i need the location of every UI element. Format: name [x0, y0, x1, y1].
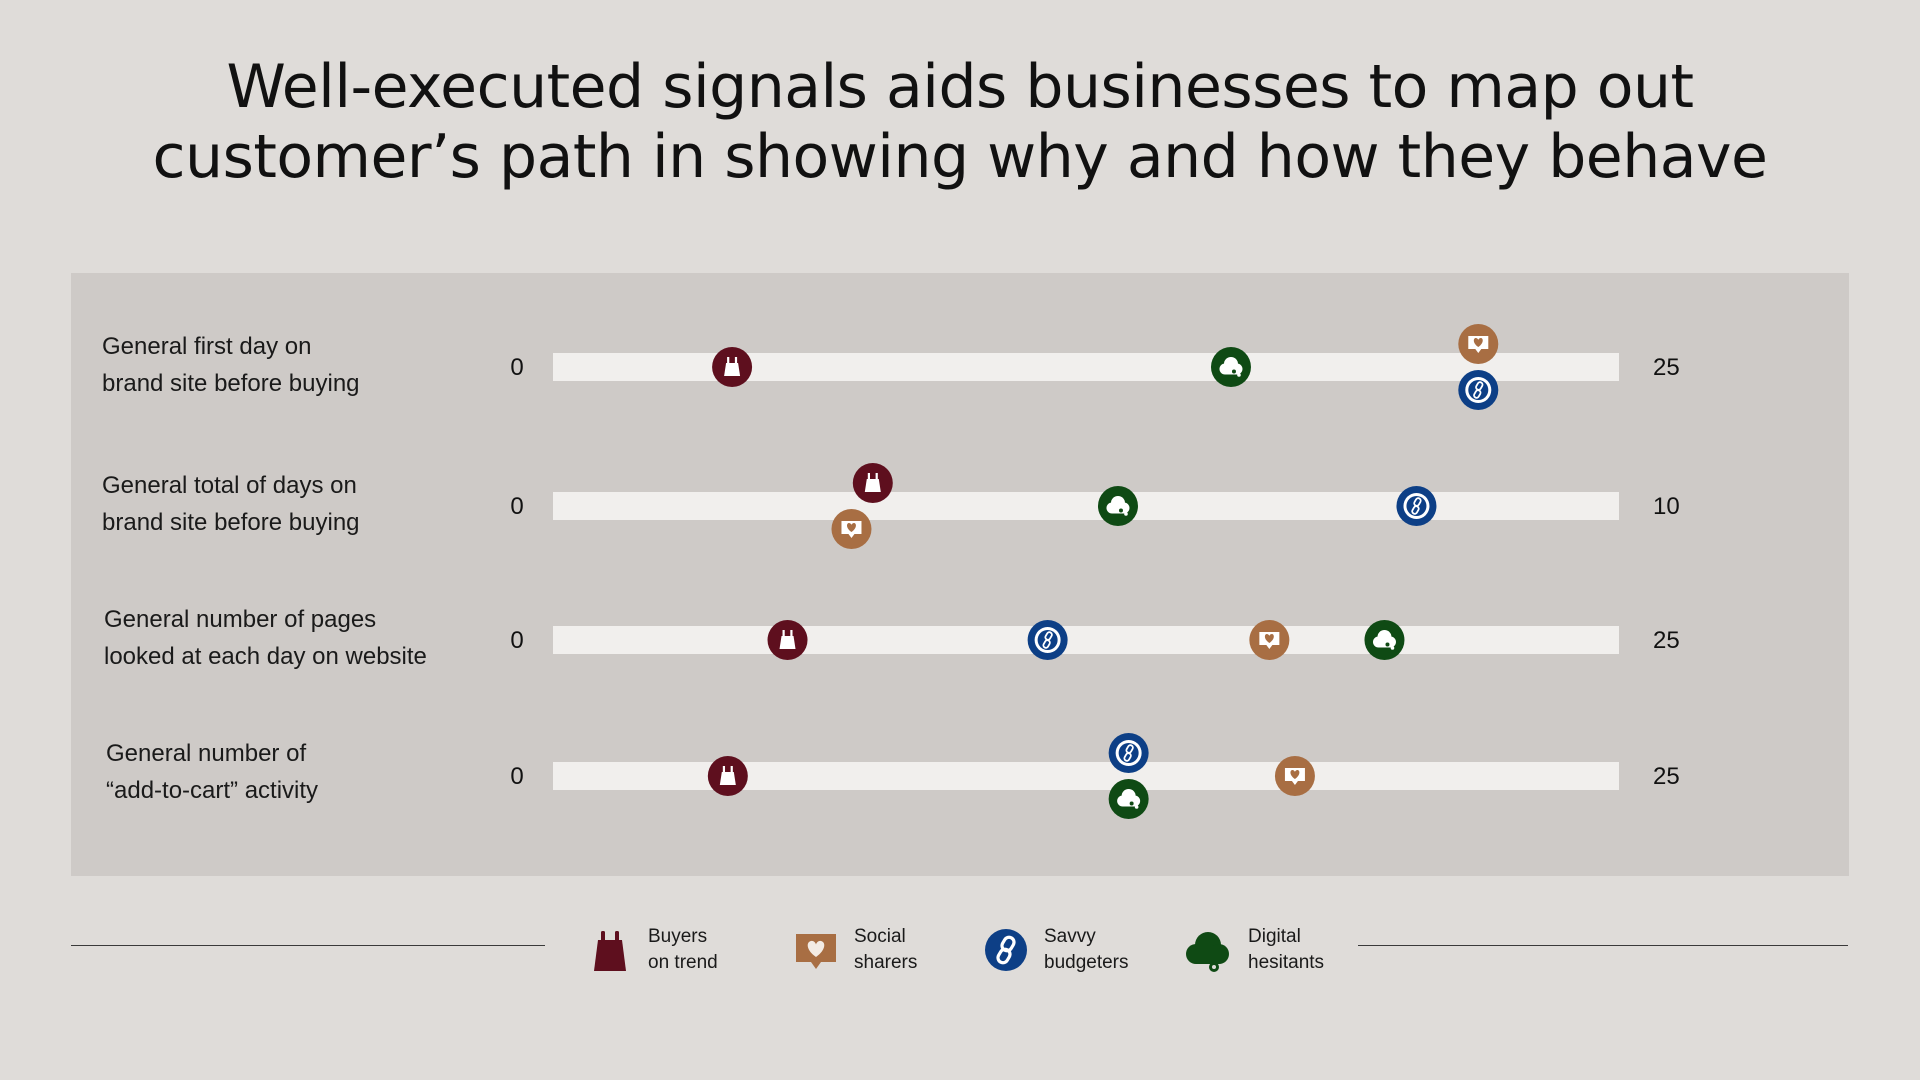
- row-label-first-day: General first day on brand site before b…: [102, 328, 360, 402]
- data-point-social-sharers: [1249, 620, 1290, 660]
- row-max-label: 10: [1653, 493, 1680, 520]
- row-label-line-1: General total of days on: [102, 472, 357, 499]
- chain-link-icon: [1403, 493, 1430, 519]
- chart-row: 0 25: [510, 620, 1680, 660]
- legend-label-line-1: Buyers: [648, 926, 708, 947]
- page-title: Well-executed signals aids businesses to…: [60, 52, 1860, 192]
- data-point-social-sharers: [831, 509, 872, 549]
- shopping-bag-icon: [864, 473, 881, 492]
- row-label-line-2: looked at each day on website: [104, 643, 427, 670]
- thought-cloud-icon: [1106, 496, 1130, 516]
- row-min-label: 0: [510, 763, 523, 790]
- chart-plot-area: 0 25 0 10 0 25 0 25: [510, 324, 1680, 819]
- chain-link-icon: [985, 929, 1027, 971]
- legend-item-digital-hesitants: Digital hesitants: [1180, 922, 1324, 978]
- data-point-savvy-budgeters: [1027, 620, 1068, 660]
- data-point-digital-hesitants: [1364, 620, 1405, 660]
- heart-message-icon: [1468, 336, 1489, 353]
- row-max-label: 25: [1653, 354, 1680, 381]
- data-point-buyers-on-trend: [767, 620, 808, 660]
- thought-cloud-icon: [1219, 357, 1243, 377]
- legend-label-line-1: Social: [854, 926, 906, 947]
- data-point-digital-hesitants: [1210, 347, 1251, 387]
- shopping-bag-icon: [724, 357, 741, 376]
- row-label-pages-per-day: General number of pages looked at each d…: [104, 601, 427, 675]
- heart-message-icon: [1259, 632, 1280, 649]
- legend-label-line-1: Savvy: [1044, 926, 1096, 947]
- row-label-line-1: General number of: [106, 740, 307, 767]
- page-title-line-1: Well-executed signals aids businesses to…: [226, 52, 1694, 122]
- row-label-line-1: General first day on: [102, 333, 312, 360]
- shopping-bag-icon: [719, 766, 736, 785]
- row-track: [553, 492, 1619, 520]
- row-min-label: 0: [510, 354, 523, 381]
- heart-message-icon: [1284, 768, 1305, 785]
- legend-label-line-2: budgeters: [1044, 952, 1129, 973]
- data-point-savvy-budgeters: [1458, 370, 1499, 410]
- data-point-social-sharers: [1274, 756, 1315, 796]
- data-point-savvy-budgeters: [1396, 486, 1437, 526]
- chain-link-icon: [1465, 377, 1492, 403]
- legend-item-buyers-on-trend: Buyers on trend: [586, 922, 718, 978]
- page-title-line-2: customer’s path in showing why and how t…: [152, 122, 1768, 192]
- row-label-line-2: “add-to-cart” activity: [106, 777, 319, 804]
- row-label-line-1: General number of pages: [104, 606, 377, 633]
- heart-message-icon: [841, 521, 862, 538]
- row-max-label: 25: [1653, 627, 1680, 654]
- row-min-label: 0: [510, 493, 523, 520]
- data-point-digital-hesitants: [1097, 486, 1138, 526]
- chain-link-icon: [1115, 740, 1142, 766]
- data-point-digital-hesitants: [1108, 779, 1149, 819]
- row-track: [553, 626, 1619, 654]
- legend-label-line-1: Digital: [1248, 926, 1301, 947]
- data-point-savvy-budgeters: [1108, 733, 1149, 773]
- data-point-buyers-on-trend: [712, 347, 753, 387]
- legend-item-social-sharers: Social sharers: [792, 922, 917, 978]
- legend-label-line-2: sharers: [854, 952, 918, 973]
- row-label-line-2: brand site before buying: [102, 370, 360, 397]
- shopping-bag-icon: [779, 630, 796, 649]
- data-point-social-sharers: [1458, 324, 1499, 364]
- chain-link-icon: [1034, 627, 1061, 653]
- data-point-buyers-on-trend: [852, 463, 893, 503]
- legend-label-line-2: on trend: [648, 952, 718, 973]
- legend-label-line-2: hesitants: [1248, 952, 1325, 973]
- heart-message-icon: [796, 934, 836, 969]
- chart-panel: 0 25 0 10 0 25 0 25 General first day on brand …: [71, 273, 1849, 876]
- chart-row: 0 10: [510, 463, 1680, 549]
- thought-cloud-icon: [1372, 630, 1396, 650]
- chart-row: 0 25: [510, 733, 1680, 819]
- data-point-buyers-on-trend: [707, 756, 748, 796]
- row-min-label: 0: [510, 627, 523, 654]
- row-max-label: 25: [1653, 763, 1680, 790]
- shopping-bag-icon: [594, 931, 626, 971]
- row-label-total-days: General total of days on brand site befo…: [102, 467, 360, 541]
- thought-cloud-icon: [1186, 932, 1229, 972]
- chart-row: 0 25: [510, 324, 1680, 410]
- row-label-line-2: brand site before buying: [102, 509, 360, 536]
- legend-item-savvy-budgeters: Savvy budgeters: [982, 922, 1129, 978]
- row-label-add-to-cart: General number of “add-to-cart” activity: [106, 735, 318, 809]
- legend-divider-right: [1358, 945, 1848, 946]
- legend-divider-left: [71, 945, 545, 946]
- thought-cloud-icon: [1117, 789, 1141, 809]
